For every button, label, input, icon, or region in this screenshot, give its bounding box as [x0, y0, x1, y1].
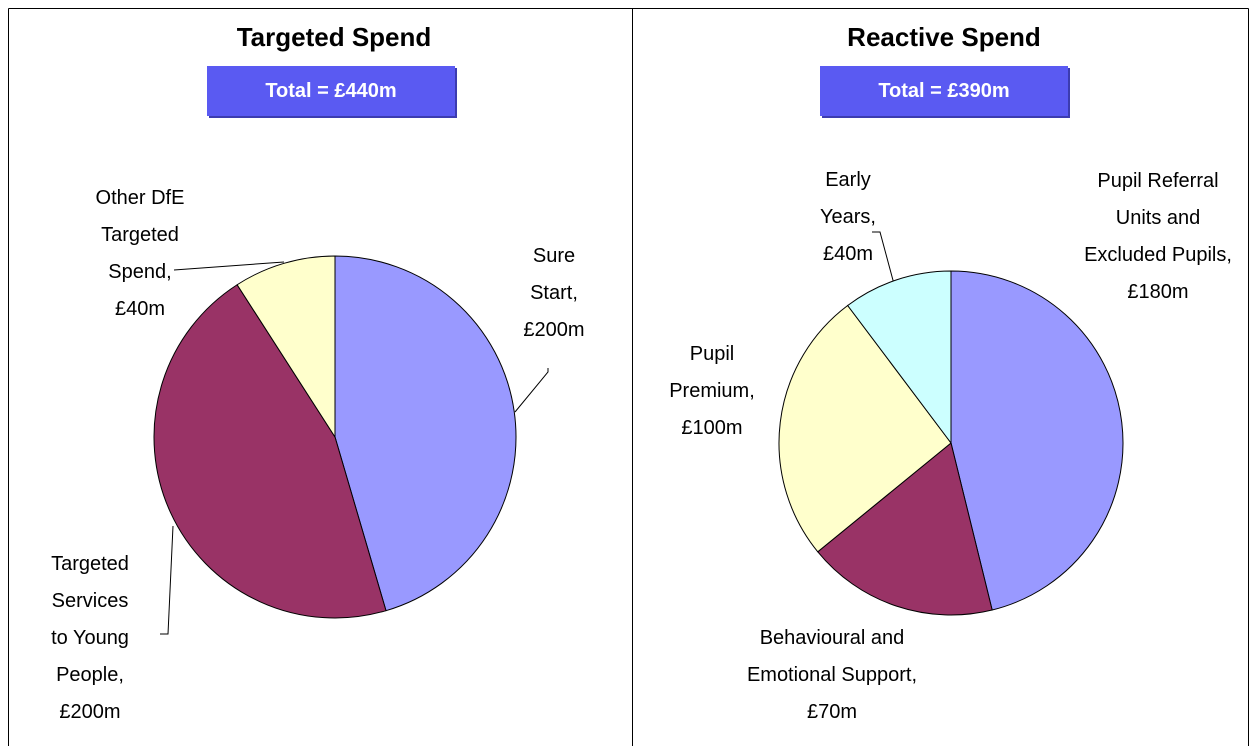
chart-title: Targeted Spend [236, 22, 432, 52]
value-label: £180m [1127, 281, 1189, 303]
total-box: Total = £390m [820, 66, 1068, 116]
data-label: Behavioural and Emotional Support, £70m [734, 620, 930, 731]
category-label: Targeted Services to Young People, [51, 553, 129, 686]
pie-slice [153, 284, 387, 619]
data-label: Pupil Premium, £100m [666, 336, 758, 447]
value-label: £70m [806, 701, 858, 723]
category-label: Sure Start, [530, 245, 578, 304]
data-label: Early Years, £40m [813, 162, 883, 273]
chart-title: Reactive Spend [847, 22, 1041, 52]
value-label: £100m [681, 417, 743, 439]
pie-slice [950, 270, 1124, 611]
frame [8, 8, 1249, 746]
category-label: Pupil Referral Units and Excluded Pupils… [1084, 170, 1232, 266]
value-label: £200m [523, 319, 585, 341]
pie-slice [334, 255, 517, 612]
category-label: Pupil Premium, [669, 343, 755, 402]
data-label: Other DfE Targeted Spend, £40m [95, 180, 185, 328]
total-box: Total = £440m [207, 66, 455, 116]
value-label: £40m [114, 298, 166, 320]
leader-lines [160, 231, 895, 635]
data-label: Pupil Referral Units and Excluded Pupils… [1072, 163, 1244, 311]
value-label: £40m [822, 243, 874, 265]
data-label: Targeted Services to Young People, £200m [42, 546, 138, 731]
category-label: Behavioural and Emotional Support, [746, 627, 918, 686]
category-label: Early Years, [820, 169, 876, 228]
pie-slice [846, 270, 952, 445]
data-label: Sure Start, £200m [519, 238, 589, 349]
value-label: £200m [59, 701, 121, 723]
pie-slice [817, 442, 993, 616]
pie-slice [236, 255, 336, 439]
category-label: Other DfE Targeted Spend, [95, 187, 185, 283]
pie-slice [778, 304, 952, 553]
